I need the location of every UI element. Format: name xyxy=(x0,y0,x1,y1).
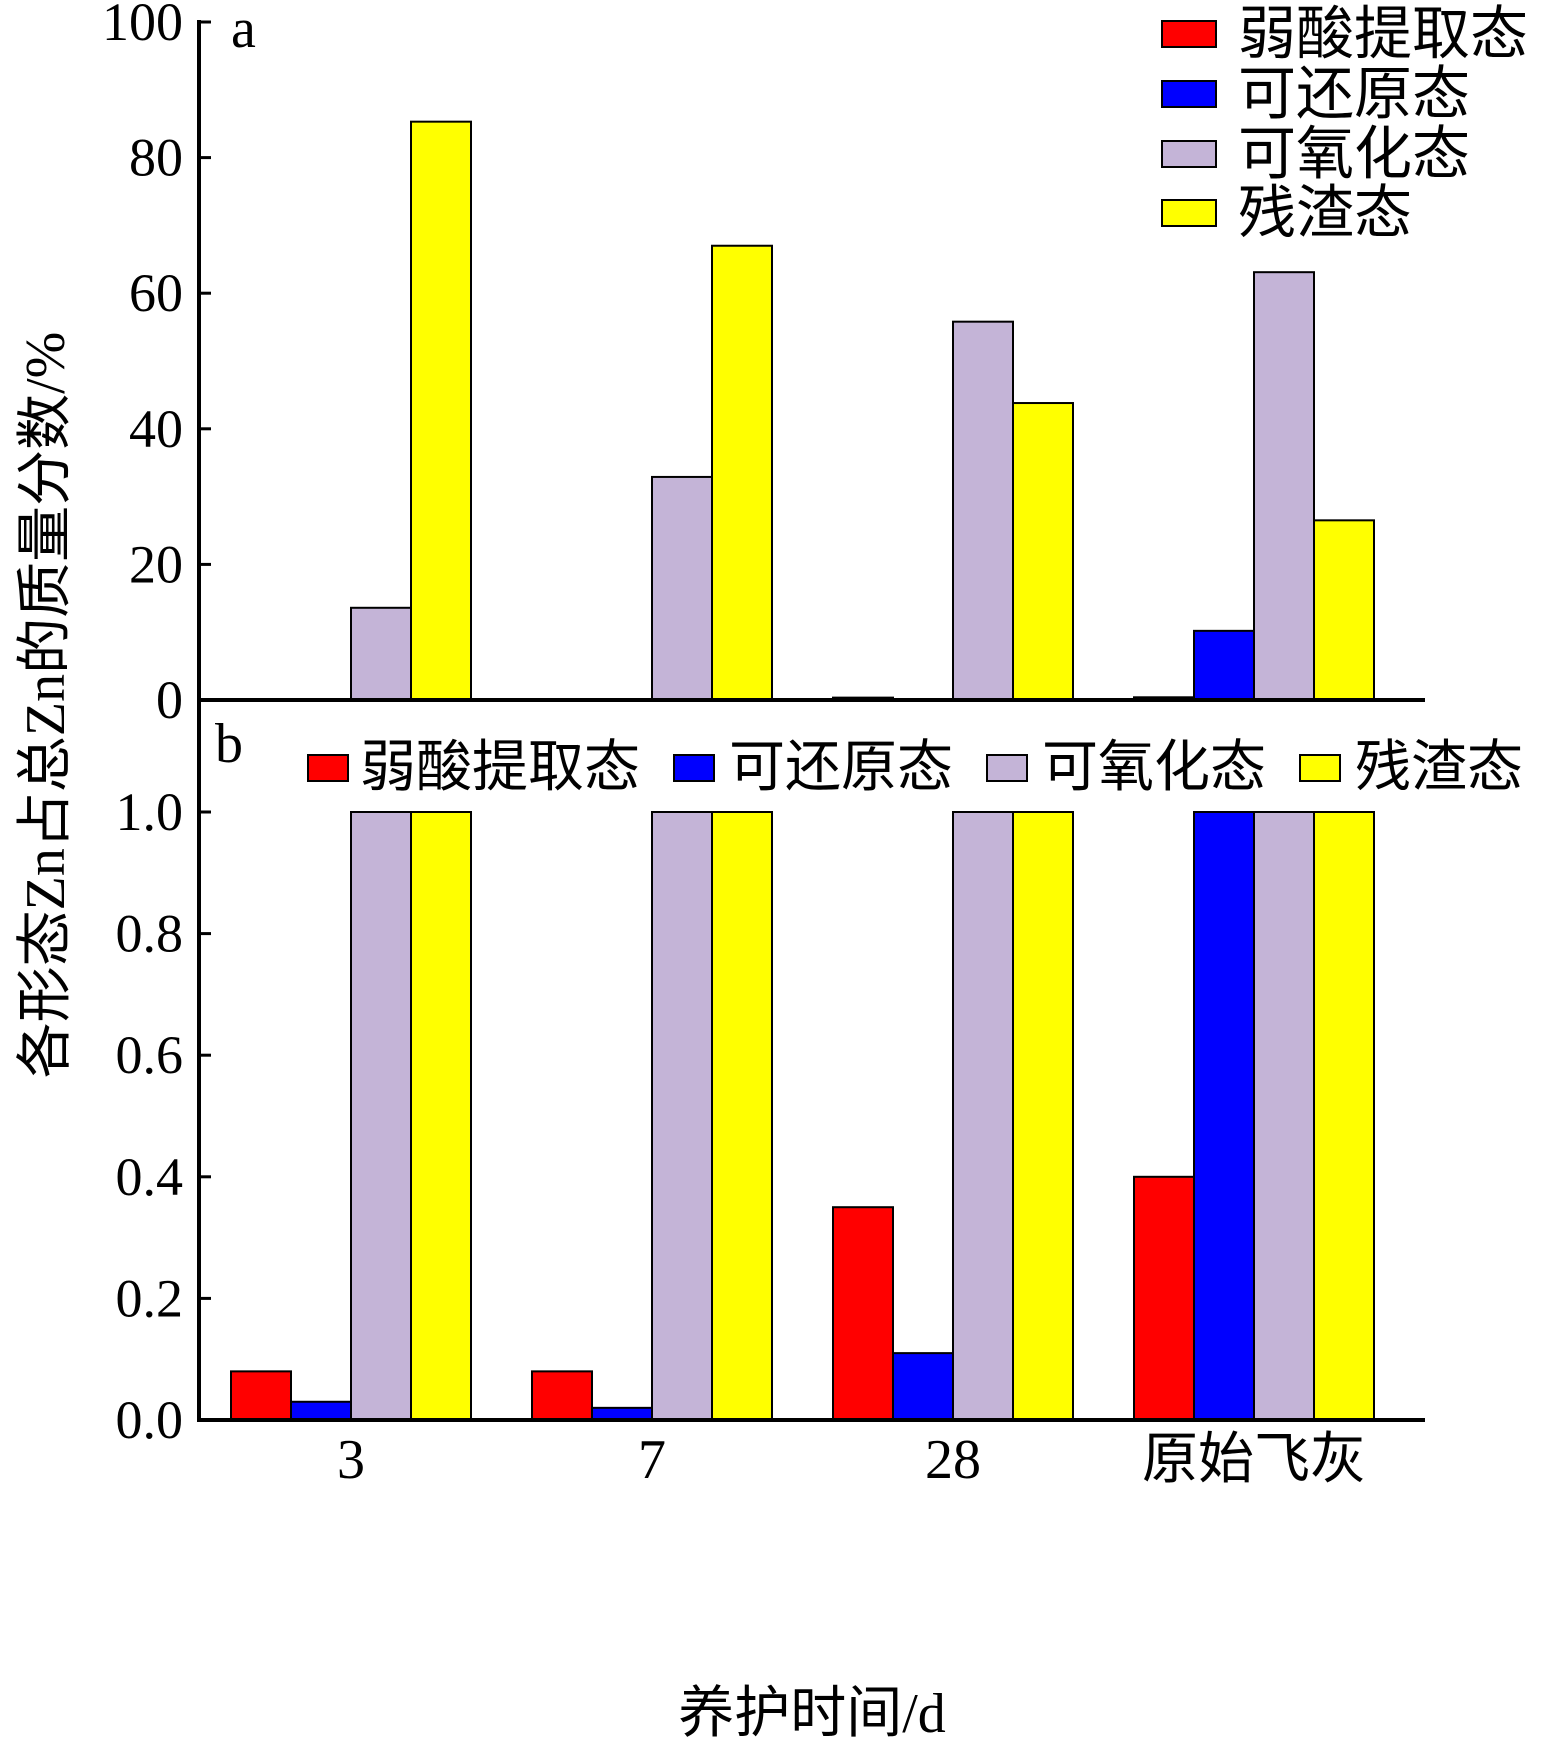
bar-p2-s3-c4 xyxy=(1253,811,1315,1421)
legend-swatch-p1-s4 xyxy=(1161,199,1217,227)
legend-swatch-p1-s3 xyxy=(1161,140,1217,168)
x-tick-label: 7 xyxy=(638,1429,666,1491)
bar-p2-s1-c1 xyxy=(230,1370,292,1421)
legend-label-p2-s2: 可还原态 xyxy=(729,737,953,799)
bar-p2-s1-c3 xyxy=(832,1206,894,1421)
panel-2: 0.0 0.2 0.4 0.6 0.8 1.0 b 弱酸提取态 可还原态 可氧化态 残渣态 xyxy=(116,713,1524,1450)
x-tick-label: 28 xyxy=(925,1429,981,1491)
bar-p2-s1-c2 xyxy=(531,1370,593,1421)
bar-p1-s3-c2 xyxy=(651,475,713,701)
bar-p1-s4-c2 xyxy=(711,244,773,702)
legend-swatch-p1-s2 xyxy=(1161,80,1217,108)
bar-p2-s2-c3 xyxy=(892,1352,954,1421)
y-tick-label-p1: 0 xyxy=(156,670,183,730)
y-axis-title: 各形态Zn占总Zn的质量分数/% xyxy=(15,332,77,1079)
legend-swatch-p2-s2 xyxy=(673,754,715,782)
bar-p1-s3-c1 xyxy=(350,606,412,701)
y-tick-label-p1: 80 xyxy=(129,128,183,188)
bar-p1-s3-c3 xyxy=(952,320,1014,701)
y-tick-label-p1: 20 xyxy=(129,534,183,594)
bar-p2-s1-c4 xyxy=(1133,1175,1195,1422)
bar-p1-s4-c4 xyxy=(1313,519,1375,702)
legend-label-p1-s1: 弱酸提取态 xyxy=(1238,2,1528,67)
y-tick-label-p2: 0.0 xyxy=(116,1390,184,1450)
legend-label-p2-s1: 弱酸提取态 xyxy=(360,737,640,799)
bar-p1-s2-c4 xyxy=(1193,629,1255,701)
x-tick-label: 原始飞灰 xyxy=(1142,1429,1366,1491)
bar-p1-s4-c3 xyxy=(1012,402,1074,701)
x-tick-label: 3 xyxy=(337,1429,365,1491)
y-tick-label-p2: 0.6 xyxy=(116,1025,184,1085)
bar-p2-s3-c3 xyxy=(952,811,1014,1421)
legend-label-p1-s2: 可还原态 xyxy=(1238,62,1470,127)
legend-swatch-p1-s1 xyxy=(1161,20,1217,48)
bar-p2-s3-c2 xyxy=(651,811,713,1421)
bar-p2-s4-c2 xyxy=(711,811,773,1421)
legend-swatch-p2-s3 xyxy=(986,754,1028,782)
bar-p2-s2-c4 xyxy=(1193,811,1255,1421)
bar-p1-s3-c4 xyxy=(1253,271,1315,701)
legend-label-p2-s4: 残渣态 xyxy=(1355,737,1523,799)
x-axis-title: 养护时间/d xyxy=(678,1683,946,1745)
y-tick-label-p1: 60 xyxy=(129,263,183,323)
bar-p1-s4-c1 xyxy=(410,120,472,701)
legend-label-p1-s4: 残渣态 xyxy=(1238,181,1412,246)
legend-swatch-p2-s1 xyxy=(307,754,349,782)
panel-label-p2: b xyxy=(215,713,243,775)
legend-label-p2-s3: 可氧化态 xyxy=(1042,737,1266,799)
bar-p2-s3-c1 xyxy=(350,811,412,1421)
bar-p2-s4-c4 xyxy=(1313,811,1375,1421)
y-tick-label-p2: 0.2 xyxy=(116,1268,184,1328)
bar-p2-s2-c1 xyxy=(290,1400,352,1422)
panel-label-p1: a xyxy=(231,0,256,60)
y-tick-label-p2: 1.0 xyxy=(116,782,184,842)
legend-swatch-p2-s4 xyxy=(1299,754,1341,782)
legend-p2: 弱酸提取态 可还原态 可氧化态 残渣态 xyxy=(307,737,1523,799)
y-tick-label-p2: 0.4 xyxy=(116,1147,184,1207)
legend-label-p1-s3: 可氧化态 xyxy=(1238,122,1470,187)
bar-p2-s4-c1 xyxy=(410,811,472,1421)
y-tick-label-p1: 40 xyxy=(129,399,183,459)
y-tick-label-p2: 0.8 xyxy=(116,904,184,964)
y-tick-label-p1: 100 xyxy=(102,0,183,52)
bar-p2-s4-c3 xyxy=(1012,811,1074,1421)
x-tick-labels: 3 7 28 原始飞灰 xyxy=(337,1429,1366,1491)
